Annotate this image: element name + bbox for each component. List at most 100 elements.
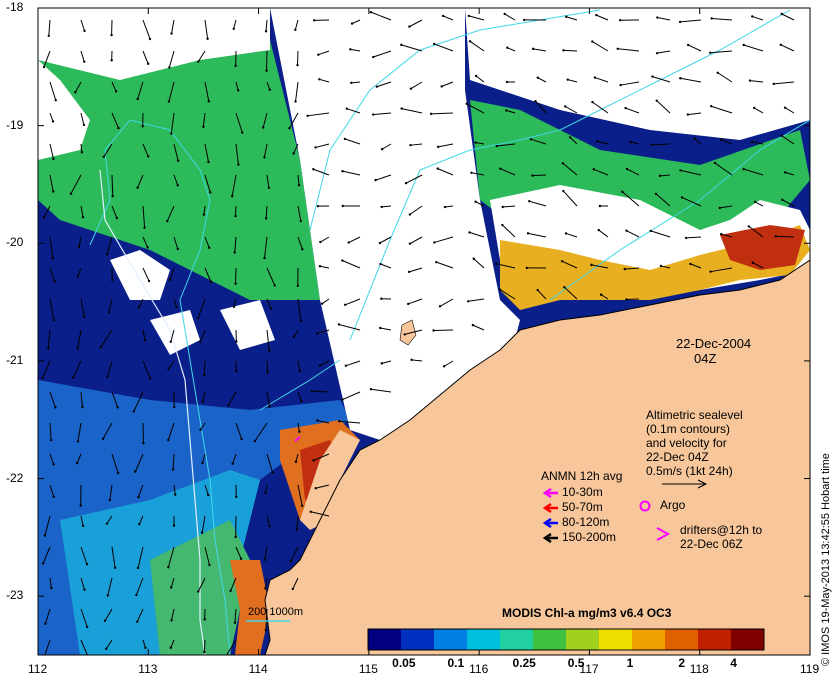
- velocity-vector: [297, 236, 303, 250]
- velocity-vector-head: [273, 284, 276, 287]
- velocity-vector: [100, 329, 113, 348]
- velocity-vector: [290, 546, 299, 562]
- velocity-vector: [537, 289, 547, 300]
- velocity-vector-head: [468, 231, 471, 234]
- velocity-vector: [77, 267, 82, 277]
- colorbar-segment: [599, 629, 633, 650]
- velocity-vector: [780, 44, 795, 52]
- velocity-vector: [171, 608, 175, 621]
- velocity-vector-head: [299, 219, 302, 223]
- velocity-vector: [204, 484, 209, 496]
- velocity-vector-head: [102, 155, 106, 159]
- velocity-vector-head: [79, 504, 82, 507]
- velocity-vector: [563, 49, 578, 52]
- velocity-vector-head: [498, 288, 502, 291]
- velocity-vector: [138, 298, 144, 308]
- velocity-vector: [202, 391, 206, 402]
- velocity-vector: [47, 329, 51, 349]
- y-tick-label: -23: [6, 588, 24, 603]
- velocity-vector: [313, 453, 330, 461]
- anmn-item-3: 80-120m: [562, 515, 610, 529]
- velocity-vector-head: [779, 43, 783, 46]
- velocity-vector: [468, 15, 485, 21]
- velocity-vector: [77, 422, 82, 442]
- velocity-vector: [44, 608, 51, 624]
- velocity-vector: [235, 546, 242, 559]
- velocity-vector: [660, 174, 671, 177]
- velocity-vector-head: [654, 192, 658, 196]
- colorbar-segment: [533, 629, 567, 650]
- velocity-vector-head: [81, 405, 84, 409]
- velocity-vector: [655, 193, 671, 207]
- velocity-vector: [203, 639, 206, 653]
- y-tick-label: -19: [6, 117, 24, 132]
- velocity-vector-head: [51, 120, 55, 123]
- velocity-vector: [687, 112, 702, 116]
- velocity-vector-head: [136, 566, 140, 570]
- velocity-vector-head: [52, 495, 55, 498]
- green-chl-north: [38, 40, 320, 300]
- velocity-vector-head: [263, 256, 266, 260]
- velocity-vector: [342, 391, 361, 401]
- velocity-vector: [527, 232, 547, 238]
- velocity-vector-head: [531, 174, 534, 177]
- velocity-vector: [108, 298, 113, 313]
- velocity-vector-head: [680, 196, 684, 199]
- velocity-vector: [504, 13, 516, 21]
- velocity-vector: [204, 81, 210, 102]
- velocity-vector-head: [409, 143, 412, 147]
- time-label: 04Z: [694, 351, 717, 366]
- velocity-vector-head: [655, 51, 659, 55]
- velocity-vector: [472, 324, 485, 331]
- velocity-vector-head: [536, 76, 540, 79]
- velocity-vector: [233, 298, 237, 307]
- velocity-vector: [266, 329, 270, 351]
- velocity-vector-head: [506, 46, 509, 49]
- velocity-vector: [49, 267, 56, 282]
- velocity-vector: [202, 453, 206, 464]
- velocity-vector-head: [268, 405, 271, 408]
- velocity-vector-head: [595, 13, 598, 17]
- anmn-arrow-head: [542, 517, 552, 529]
- velocity-vector: [142, 205, 146, 228]
- cloud-swath-gap: [270, 8, 520, 440]
- velocity-vector-head: [407, 302, 410, 306]
- velocity-vector-head: [292, 152, 295, 155]
- velocity-vector-head: [296, 284, 299, 288]
- velocity-vector: [537, 77, 547, 83]
- velocity-vector-head: [168, 278, 172, 282]
- velocity-vector-head: [341, 204, 344, 208]
- velocity-vector-head: [347, 241, 350, 244]
- velocity-vector: [49, 143, 54, 160]
- velocity-vector-head: [176, 184, 179, 187]
- velocity-vector-head: [170, 586, 173, 589]
- anmn-title: ANMN 12h avg: [541, 469, 623, 483]
- colorbar-segment: [566, 629, 600, 650]
- velocity-vector-head: [316, 419, 319, 422]
- bathy-label: 200 1000m: [248, 606, 304, 618]
- velocity-vector: [561, 260, 578, 269]
- velocity-vector-head: [565, 15, 568, 18]
- velocity-vector-head: [312, 19, 316, 22]
- velocity-vector-head: [234, 282, 237, 285]
- velocity-vector-head: [202, 213, 206, 216]
- velocity-vector: [137, 81, 144, 100]
- velocity-vector-head: [175, 305, 178, 309]
- velocity-vector: [137, 174, 144, 188]
- velocity-vector: [264, 577, 268, 589]
- velocity-vector: [142, 236, 149, 248]
- colorbar-segment: [434, 629, 468, 650]
- velocity-vector-head: [400, 107, 403, 110]
- velocity-vector-head: [440, 85, 443, 88]
- velocity-vector: [381, 360, 392, 364]
- velocity-vector-head: [438, 305, 442, 308]
- velocity-vector: [773, 81, 795, 85]
- velocity-vector-head: [169, 646, 173, 649]
- velocity-vector-head: [319, 240, 322, 244]
- velocity-vector: [173, 484, 176, 495]
- velocity-vector-head: [196, 316, 200, 320]
- velocity-vector: [233, 19, 237, 29]
- velocity-vector-head: [234, 535, 237, 539]
- velocity-vector: [752, 262, 764, 269]
- colorbar-segment: [368, 629, 402, 650]
